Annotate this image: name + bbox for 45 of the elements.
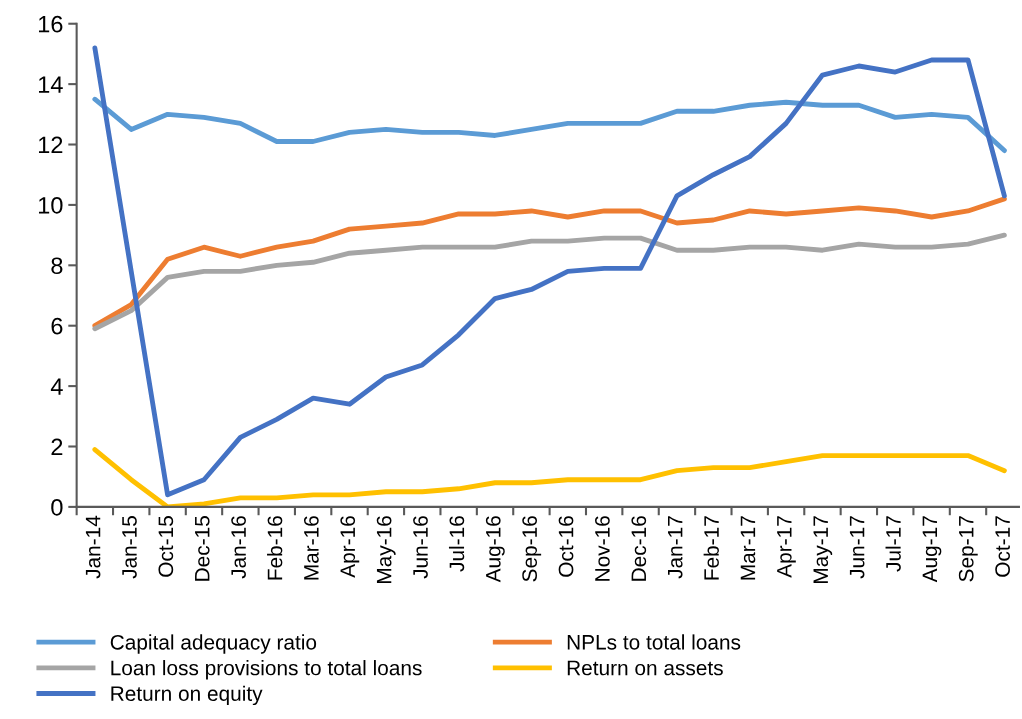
x-tick-label: Oct-15 — [158, 516, 174, 577]
y-tick-label: 16 — [39, 15, 63, 33]
line-series — [92, 96, 1007, 153]
legend-label: Loan loss provisions to total loans — [111, 660, 422, 680]
x-tick-label: Sep-17 — [958, 516, 978, 582]
x-tick-label: Nov-16 — [595, 516, 610, 581]
x-tick-label: Mar-16 — [303, 516, 319, 580]
x-tick-label: Apr-16 — [340, 516, 360, 578]
y-tick-label: 8 — [51, 257, 63, 275]
x-tick-label: Aug-16 — [485, 516, 505, 583]
y-tick-label: 6 — [51, 317, 63, 335]
x-tick-label: Dec-15 — [195, 516, 210, 581]
x-tick-label: Jan-17 — [668, 516, 683, 579]
line-series — [92, 45, 1007, 498]
x-tick-label: Dec-16 — [631, 516, 647, 581]
legend-label: Return on assets — [567, 660, 723, 676]
y-tick-label: 14 — [39, 76, 63, 93]
legend-label: Return on equity — [111, 685, 263, 706]
y-tick-label: 12 — [39, 136, 63, 154]
y-tick-label: 4 — [50, 378, 63, 395]
line-series — [92, 232, 1007, 332]
x-tick-label: Feb-16 — [267, 516, 283, 580]
x-tick-label: Jul-16 — [448, 516, 465, 572]
x-tick-label: May-17 — [813, 516, 833, 583]
x-tick-label: Feb-17 — [703, 516, 719, 580]
y-tick-label: 2 — [51, 438, 63, 456]
x-tick-label: Aug-17 — [922, 516, 942, 583]
x-tick-label: Oct-16 — [558, 516, 574, 577]
legend-label: NPLs to total loans — [567, 634, 741, 650]
x-tick-label: Jun-16 — [413, 516, 428, 579]
legend-label: Capital adequacy ratio — [110, 634, 317, 654]
y-tick-label: 10 — [39, 196, 63, 214]
x-tick-label: Oct-17 — [995, 516, 1010, 577]
x-tick-label: May-16 — [376, 516, 396, 583]
line-series — [92, 196, 1007, 329]
x-tick-label: Jun-17 — [849, 516, 865, 579]
x-tick-label: Apr-17 — [777, 516, 796, 578]
line-series — [92, 447, 1007, 507]
x-tick-label: Mar-17 — [740, 516, 756, 580]
x-tick-label: Jan-16 — [231, 516, 246, 579]
x-tick-label: Jan-15 — [122, 516, 137, 579]
x-tick-label: Sep-16 — [522, 516, 542, 582]
y-tick-label: 0 — [51, 498, 63, 516]
x-tick-label: Jan-14 — [85, 515, 101, 579]
x-tick-label: Jul-17 — [885, 516, 901, 572]
